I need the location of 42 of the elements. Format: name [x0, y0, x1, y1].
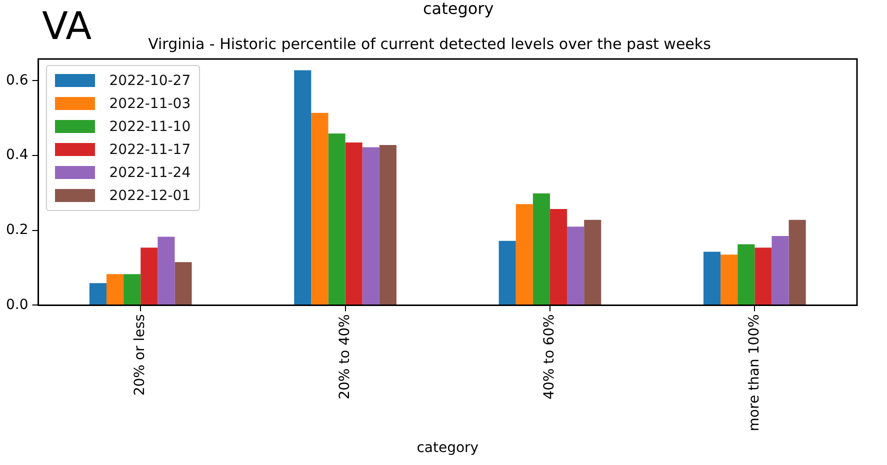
bar [311, 112, 328, 305]
bar [294, 70, 312, 305]
bar [550, 209, 568, 305]
bar [328, 133, 346, 305]
legend-label: 2022-11-24 [109, 164, 191, 180]
text: VA [42, 4, 92, 48]
y-tick-label: 0.2 [6, 222, 28, 238]
bar [140, 248, 158, 305]
y-tick-label: 0.0 [6, 296, 28, 313]
bar [772, 236, 789, 305]
bar [345, 142, 362, 305]
bar [738, 244, 755, 305]
bar [362, 147, 380, 305]
bar [754, 248, 772, 305]
legend-label: 2022-11-03 [109, 96, 191, 112]
y-tick-label: 0.6 [6, 72, 28, 88]
bar [158, 236, 175, 305]
y-tick-label: 0.4 [6, 147, 28, 164]
bar [498, 240, 516, 305]
x-tick-label: 20% or less [132, 314, 148, 396]
x-axis-title: category [416, 440, 479, 456]
legend-label: 2022-10-27 [109, 72, 191, 88]
bar [106, 274, 124, 305]
bar [703, 252, 721, 305]
text: category [423, 0, 494, 18]
bar [788, 220, 806, 305]
bar [720, 254, 738, 305]
bar [379, 145, 396, 305]
chart-title: Virginia - Historic percentile of current detected levels over the past weeks [148, 34, 712, 53]
bar [584, 220, 602, 305]
bar [124, 274, 141, 305]
legend-label: 2022-11-17 [109, 142, 191, 158]
bar [567, 226, 584, 305]
x-tick-label: more than 100% [746, 314, 762, 432]
x-tick-label: 40% to 60% [542, 314, 558, 400]
bar [532, 193, 550, 305]
bar [174, 262, 192, 305]
legend-label: 2022-12-01 [109, 188, 191, 204]
x-tick-label: 20% to 40% [336, 314, 353, 400]
legend-label: 2022-11-10 [109, 118, 191, 134]
bar [89, 283, 106, 305]
bar [516, 204, 533, 305]
